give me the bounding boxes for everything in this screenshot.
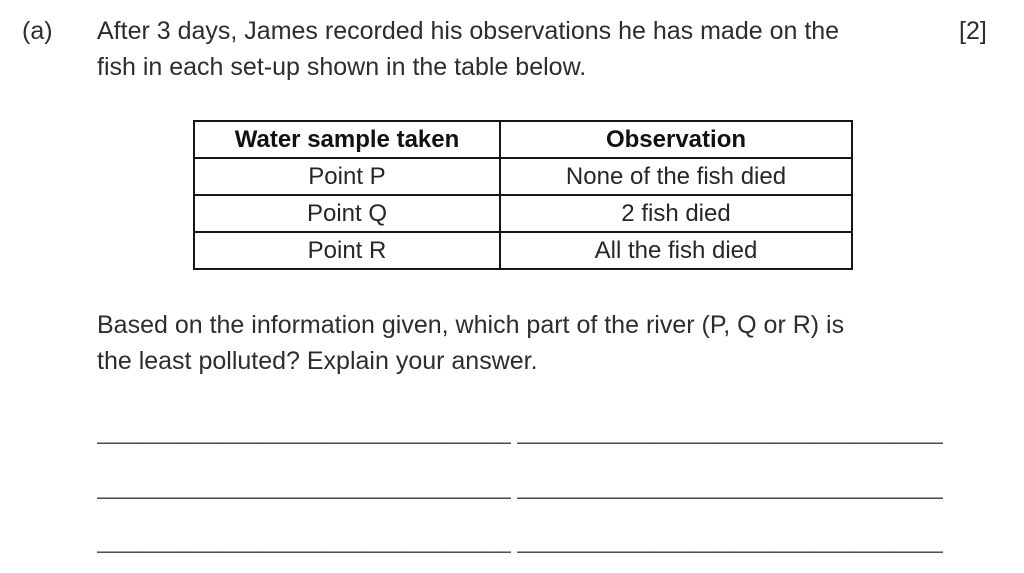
observations-table: Water sample taken Observation Point P N… [193, 120, 853, 270]
table-row: Point P None of the fish died [193, 157, 853, 196]
answer-line: _______________________________ ________… [97, 473, 943, 500]
table-cell-sample: Point R [193, 231, 501, 270]
text-line: After 3 days, James recorded his observa… [97, 17, 840, 45]
table-row: Point Q 2 fish died [193, 194, 853, 233]
table-cell-sample: Point P [193, 157, 501, 196]
text-line: the least polluted? Explain your answer. [97, 347, 538, 375]
table-cell-observation: All the fish died [499, 231, 853, 270]
text-line: fish in each set-up shown in the table b… [97, 53, 587, 81]
table-cell-sample: Point Q [193, 194, 501, 233]
question-prompt-text: Based on the information given, which pa… [97, 307, 844, 379]
answer-line: _______________________________ ________… [97, 418, 943, 445]
table-cell-observation: None of the fish died [499, 157, 853, 196]
table-header-row: Water sample taken Observation [193, 120, 853, 159]
text-line: Based on the information given, which pa… [97, 311, 845, 339]
question-intro-text: After 3 days, James recorded his observa… [97, 13, 839, 85]
table-header-cell-observation: Observation [499, 120, 853, 159]
table-row: Point R All the fish died [193, 231, 853, 270]
answer-line: _______________________________ ________… [97, 527, 943, 554]
question-part-label: (a) [22, 17, 53, 45]
table-header-cell-water-sample: Water sample taken [193, 120, 501, 159]
table-cell-observation: 2 fish died [499, 194, 853, 233]
marks-label: [2] [959, 17, 987, 45]
